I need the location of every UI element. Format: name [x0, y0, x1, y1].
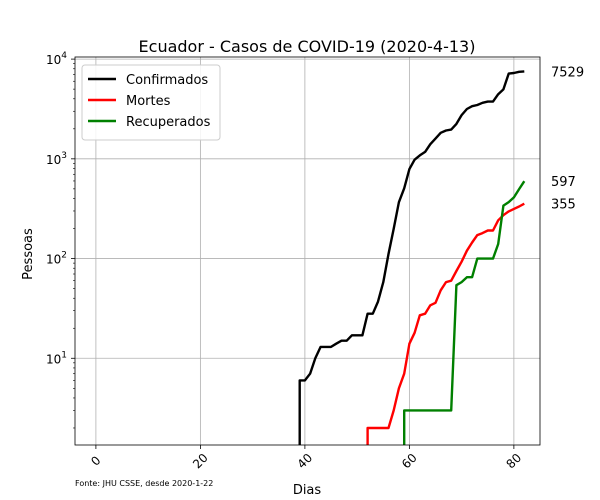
legend: Confirmados Mortes Recuperados [81, 64, 221, 141]
x-tick-label: 40 [295, 451, 316, 472]
series-line-confirmados [298, 70, 525, 445]
x-tick-label: 20 [190, 451, 211, 472]
legend-label-recuperados: Recuperados [126, 115, 211, 130]
end-label-recuperados: 597 [551, 175, 576, 190]
y-tick-label: 103 [46, 151, 67, 167]
x-tick-label: 0 [88, 453, 103, 468]
end-label-mortes: 355 [551, 198, 576, 213]
series-lines [298, 70, 526, 445]
plot-frame [74, 56, 541, 446]
source-note: Fonte: JHU CSSE, desde 2020-1-22 [75, 479, 213, 488]
y-tick-label: 104 [46, 51, 67, 67]
y-tick-label: 102 [46, 251, 67, 267]
x-axis: 0 20 40 60 80 [88, 445, 524, 471]
legend-label-mortes: Mortes [126, 94, 171, 109]
series-line-mortes [366, 202, 525, 445]
x-tick-label: 60 [399, 451, 420, 472]
y-tick-label: 101 [46, 350, 67, 366]
x-axis-label: Dias [293, 483, 322, 498]
end-labels: 7529 355 597 [551, 65, 584, 212]
end-label-confirmados: 7529 [551, 65, 584, 80]
y-axis: 101 102 103 104 [46, 51, 75, 429]
y-axis-label: Pessoas [21, 228, 36, 280]
legend-label-confirmados: Confirmados [126, 73, 208, 88]
x-tick-label: 80 [504, 451, 525, 472]
series-line-recuperados [403, 180, 526, 445]
chart-title: Ecuador - Casos de COVID-19 (2020-4-13) [139, 37, 476, 56]
legend-box [81, 64, 221, 141]
